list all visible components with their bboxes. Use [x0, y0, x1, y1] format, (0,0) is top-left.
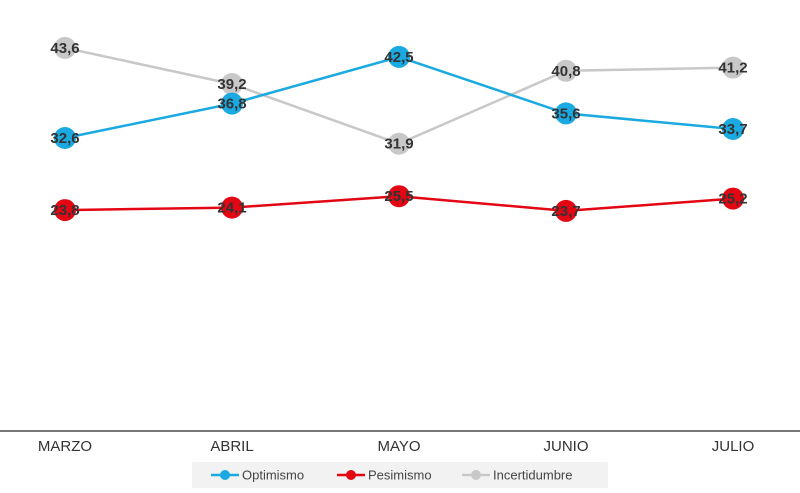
- pesimismo-point: [722, 187, 744, 210]
- incertidumbre-point: [54, 36, 76, 59]
- optimismo-point: [722, 118, 744, 140]
- pesimismo-data-label: 25,5: [384, 188, 413, 205]
- optimismo-data-label: 32,6: [50, 130, 79, 147]
- legend: Optimismo Pesimismo Incertidumbre: [192, 462, 608, 488]
- pesimismo-point: [555, 199, 577, 222]
- optimismo-legend-marker: [220, 470, 230, 480]
- pesimismo-point: [54, 199, 76, 222]
- incertidumbre-data-label: 40,8: [551, 63, 580, 80]
- incertidumbre-data-label: 39,2: [217, 76, 246, 93]
- pesimismo-data-label: 23,8: [50, 202, 79, 219]
- pesimismo-legend-marker: [346, 470, 356, 480]
- incertidumbre-point: [555, 59, 577, 82]
- data-label-layer: 32,6 36,8 42,5 35,6 33,7 23,8 24,1 25,5 23,7 25,2…: [50, 40, 747, 220]
- optimismo-legend-label: Optimismo: [242, 468, 304, 483]
- optimismo-point: [54, 127, 76, 149]
- x-tick-label: MAYO: [377, 438, 420, 455]
- pesimismo-point: [221, 196, 243, 219]
- x-tick-label: JULIO: [712, 438, 755, 455]
- legend-background: [192, 462, 608, 488]
- optimismo-point: [221, 92, 243, 115]
- optimismo-data-label: 33,7: [718, 121, 747, 138]
- series-layer: [54, 36, 744, 222]
- incertidumbre-point: [388, 132, 410, 155]
- incertidumbre-legend-label: Incertidumbre: [493, 468, 572, 483]
- incertidumbre-legend-marker: [471, 470, 481, 480]
- pesimismo-data-label: 23,7: [551, 203, 580, 220]
- optimismo-data-label: 35,6: [551, 105, 580, 122]
- incertidumbre-point: [722, 56, 744, 79]
- x-tick-label: ABRIL: [210, 438, 253, 455]
- pesimismo-data-label: 24,1: [217, 200, 246, 217]
- optimismo-point: [388, 45, 410, 68]
- optimismo-point: [555, 102, 577, 125]
- x-tick-label: JUNIO: [544, 438, 589, 455]
- x-axis-labels: MARZO ABRIL MAYO JUNIO JULIO: [38, 438, 754, 455]
- pesimismo-point: [388, 185, 410, 208]
- optimismo-data-label: 36,8: [217, 96, 246, 113]
- pesimismo-legend-label: Pesimismo: [368, 468, 432, 483]
- incertidumbre-data-label: 43,6: [50, 40, 79, 57]
- pesimismo-data-label: 25,2: [718, 191, 747, 208]
- incertidumbre-data-label: 41,2: [718, 60, 747, 77]
- x-tick-label: MARZO: [38, 438, 92, 455]
- optimismo-data-label: 42,5: [384, 49, 413, 66]
- incertidumbre-data-label: 31,9: [384, 136, 413, 153]
- incertidumbre-point: [221, 73, 243, 95]
